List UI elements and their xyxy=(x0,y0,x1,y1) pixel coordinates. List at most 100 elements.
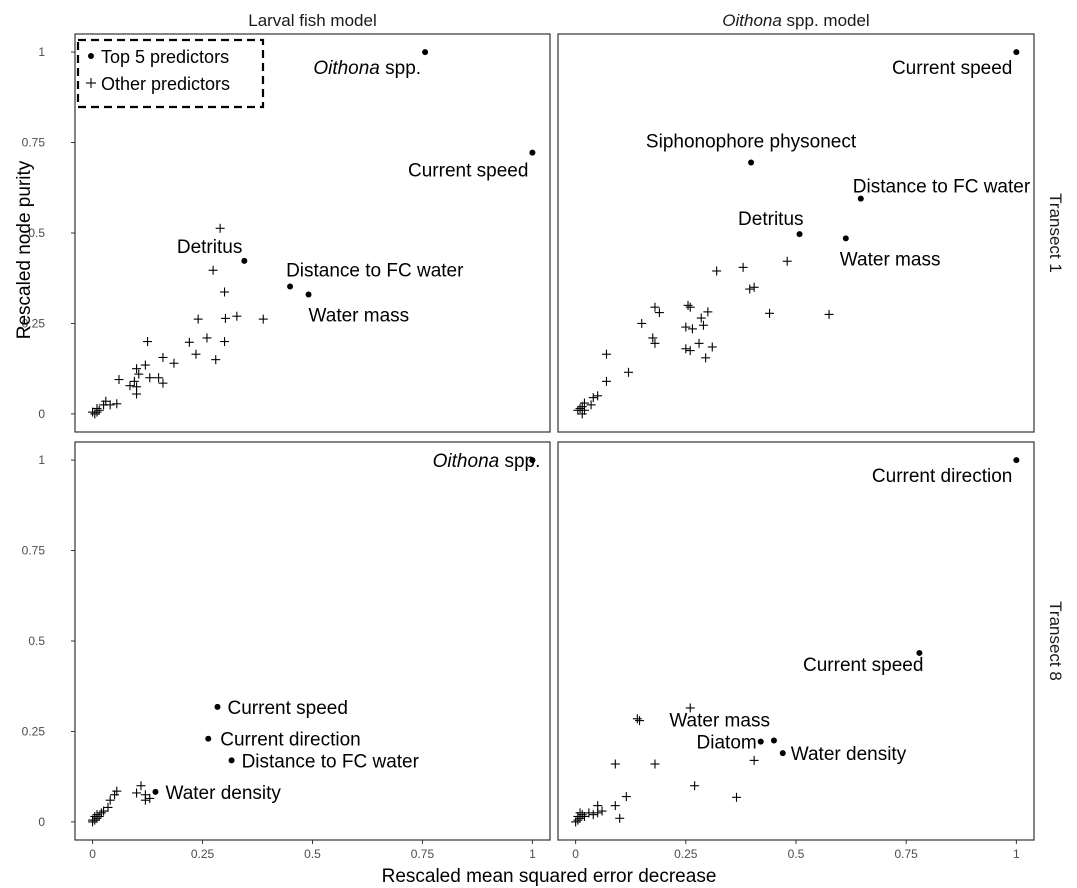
other-predictor-point xyxy=(575,813,585,823)
other-predictor-point xyxy=(707,342,717,352)
other-predictor-point xyxy=(220,287,230,297)
top-predictor-point xyxy=(214,703,221,710)
top-predictor-label: Detritus xyxy=(177,237,242,258)
other-predictor-point xyxy=(635,716,645,726)
top-predictor-point xyxy=(529,149,536,156)
other-predictor-point xyxy=(145,373,155,383)
top-predictor-point xyxy=(152,788,159,795)
other-predictor-point xyxy=(685,302,695,312)
y-tick-label: 1 xyxy=(38,453,45,467)
column-strip-label: Oithona spp. model xyxy=(722,11,869,30)
top-predictor-point xyxy=(857,195,864,202)
y-tick-label: 0.75 xyxy=(22,136,46,150)
other-predictor-point xyxy=(134,369,144,379)
other-predictor-point xyxy=(632,714,642,724)
top-predictor-label: Water density xyxy=(791,744,907,765)
top-predictor-point xyxy=(287,283,294,290)
other-predictor-point xyxy=(191,349,201,359)
ticks-layer: 0 0.25 0.5 0.75 1 0 0.25 0.5 0.75 1 0 0.25 0.5 0.75 1 0… xyxy=(22,45,1020,861)
other-predictor-point xyxy=(654,308,664,318)
other-predictor-point xyxy=(601,376,611,386)
top-predictor-point xyxy=(748,159,755,166)
other-predictor-point xyxy=(593,391,603,401)
other-predictor-point xyxy=(99,806,109,816)
top-predictor-label: Distance to FC water xyxy=(853,177,1031,198)
other-predictor-point xyxy=(211,355,221,365)
x-tick-label: 1 xyxy=(1013,847,1020,861)
other-predictor-point xyxy=(110,790,120,800)
other-predictor-point xyxy=(88,407,98,417)
other-predictor-point xyxy=(94,405,104,415)
other-predictor-point xyxy=(648,333,658,343)
top-predictor-point xyxy=(228,757,235,764)
top-predictor-point xyxy=(241,257,248,264)
top-predictor-label: Current speed xyxy=(803,655,923,676)
other-predictor-point xyxy=(184,337,194,347)
other-predictor-point xyxy=(169,358,179,368)
x-tick-label: 0.25 xyxy=(191,847,215,861)
y-tick-label: 0.25 xyxy=(22,724,46,738)
other-predictor-point xyxy=(215,223,225,233)
other-predictor-point xyxy=(601,349,611,359)
y-tick-label: 0.5 xyxy=(28,634,45,648)
other-predictor-point xyxy=(584,808,594,818)
top-predictor-point xyxy=(770,737,777,744)
legend-entry: Top 5 predictors xyxy=(88,47,229,67)
other-predictor-point xyxy=(593,808,603,818)
other-predictor-point xyxy=(145,793,155,803)
other-predictor-point xyxy=(577,810,587,820)
x-axis-title: Rescaled mean squared error decrease xyxy=(382,866,717,887)
other-predictor-point xyxy=(158,378,168,388)
top-predictor-point xyxy=(1013,457,1020,464)
other-predictor-point xyxy=(610,759,620,769)
top-predictor-point xyxy=(757,738,764,745)
top-predictor-point xyxy=(1013,49,1020,56)
other-predictor-point xyxy=(615,813,625,823)
other-predictor-point xyxy=(588,810,598,820)
top-predictor-label: Current speed xyxy=(228,698,348,719)
other-predictor-point xyxy=(573,405,583,415)
other-predictor-point xyxy=(745,284,755,294)
other-predictor-point xyxy=(694,338,704,348)
other-predictor-point xyxy=(90,409,100,419)
other-predictor-point xyxy=(703,307,713,317)
other-predictor-point xyxy=(571,817,581,827)
y-tick-label: 0.75 xyxy=(22,544,46,558)
x-tick-label: 0 xyxy=(572,847,579,861)
other-predictor-point xyxy=(92,813,102,823)
other-predictor-point xyxy=(129,376,139,386)
other-predictor-point xyxy=(99,400,109,410)
row-strip-label: Transect 8 xyxy=(1046,601,1065,681)
other-predictor-point xyxy=(136,781,146,791)
other-predictor-point xyxy=(232,311,242,321)
strip-labels-layer: Larval fish model Oithona spp. model Trans… xyxy=(248,11,1065,681)
top-predictor-point xyxy=(529,457,536,464)
top-predictor-label: Current direction xyxy=(220,730,360,751)
other-predictor-point xyxy=(588,393,598,403)
other-predictor-point xyxy=(193,314,203,324)
other-predictor-point xyxy=(765,308,775,318)
top-predictor-label: Current speed xyxy=(892,58,1012,79)
other-predictor-point xyxy=(824,309,834,319)
other-predictor-point xyxy=(101,396,111,406)
other-predictor-point xyxy=(90,811,100,821)
other-predictor-point xyxy=(132,389,142,399)
column-strip-label: Larval fish model xyxy=(248,11,377,30)
other-predictor-point xyxy=(650,338,660,348)
other-predictor-point xyxy=(681,322,691,332)
other-predictor-point xyxy=(685,703,695,713)
top-predictor-label: Detritus xyxy=(738,209,803,230)
other-predictor-point xyxy=(258,314,268,324)
top-predictor-label: Distance to FC water xyxy=(242,751,420,772)
other-predictor-point xyxy=(575,403,585,413)
other-predictor-point xyxy=(92,403,102,413)
x-tick-label: 0.25 xyxy=(674,847,698,861)
other-predictor-point xyxy=(690,781,700,791)
x-tick-label: 0.5 xyxy=(304,847,321,861)
y-tick-label: 0 xyxy=(38,407,45,421)
other-predictor-point xyxy=(112,786,122,796)
top-predictor-label: Current speed xyxy=(408,161,528,182)
other-predictor-point xyxy=(112,399,122,409)
other-predictor-point xyxy=(154,373,164,383)
